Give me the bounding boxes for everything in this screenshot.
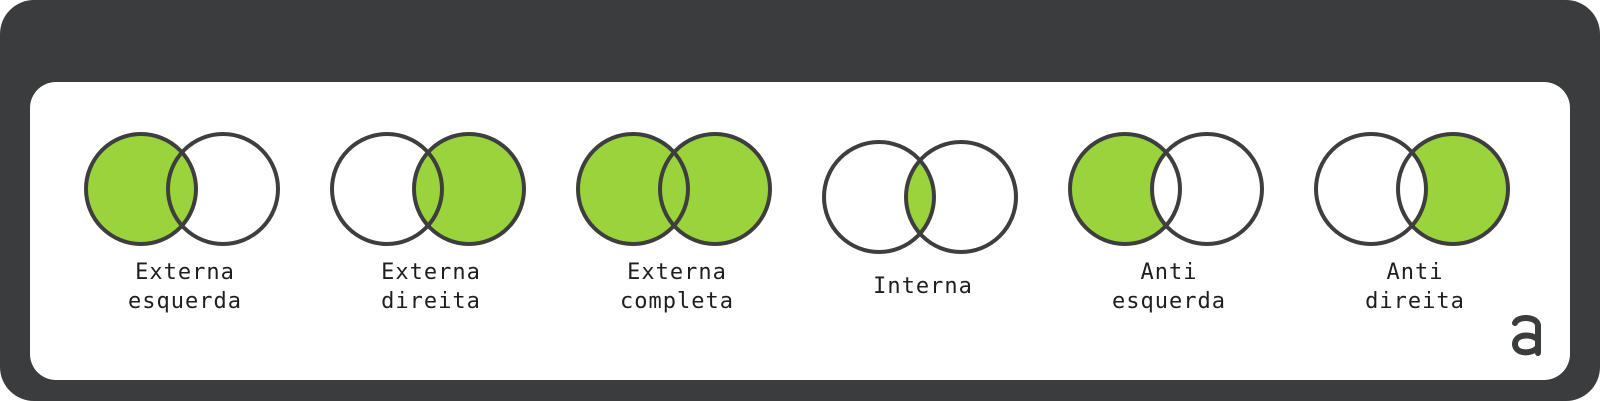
- right-circle-outline: [1396, 132, 1510, 246]
- left-only-fill: [1070, 134, 1180, 244]
- join-label-externa-esquerda: Externa esquerda: [128, 260, 242, 314]
- right-circle-outline: [412, 132, 526, 246]
- left-circle-outline: [1068, 132, 1182, 246]
- right-circle-fill: [414, 134, 524, 244]
- venn-anti-direita: [1314, 132, 1510, 246]
- left-circle-outline: [576, 132, 690, 246]
- right-circle-outline: [658, 132, 772, 246]
- right-circle-fill: [660, 134, 770, 244]
- join-label-anti-direita: Anti direita: [1365, 260, 1465, 314]
- join-label-externa-direita: Externa direita: [381, 260, 481, 314]
- venn-externa-completa: [576, 132, 772, 246]
- left-circle-fill: [86, 134, 196, 244]
- venn-externa-esquerda: [84, 132, 280, 246]
- left-circle-fill: [578, 134, 688, 244]
- join-label-externa-completa: Externa completa: [620, 260, 734, 314]
- left-circle-outline: [84, 132, 198, 246]
- left-circle-outline: [822, 140, 936, 254]
- right-circle-outline: [1150, 132, 1264, 246]
- join-label-anti-esquerda: Anti esquerda: [1112, 260, 1226, 314]
- venn-interna: [822, 140, 1018, 254]
- join-label-interna: Interna: [873, 274, 973, 299]
- diagram-panel: [30, 82, 1570, 380]
- right-circle-outline: [166, 132, 280, 246]
- venn-anti-esquerda: [1068, 132, 1264, 246]
- right-circle-outline: [904, 140, 1018, 254]
- right-only-fill: [1398, 134, 1508, 244]
- left-circle-outline: [330, 132, 444, 246]
- brand-a-logo-icon: [1511, 315, 1541, 356]
- left-circle-outline: [1314, 132, 1428, 246]
- venn-externa-direita: [330, 132, 526, 246]
